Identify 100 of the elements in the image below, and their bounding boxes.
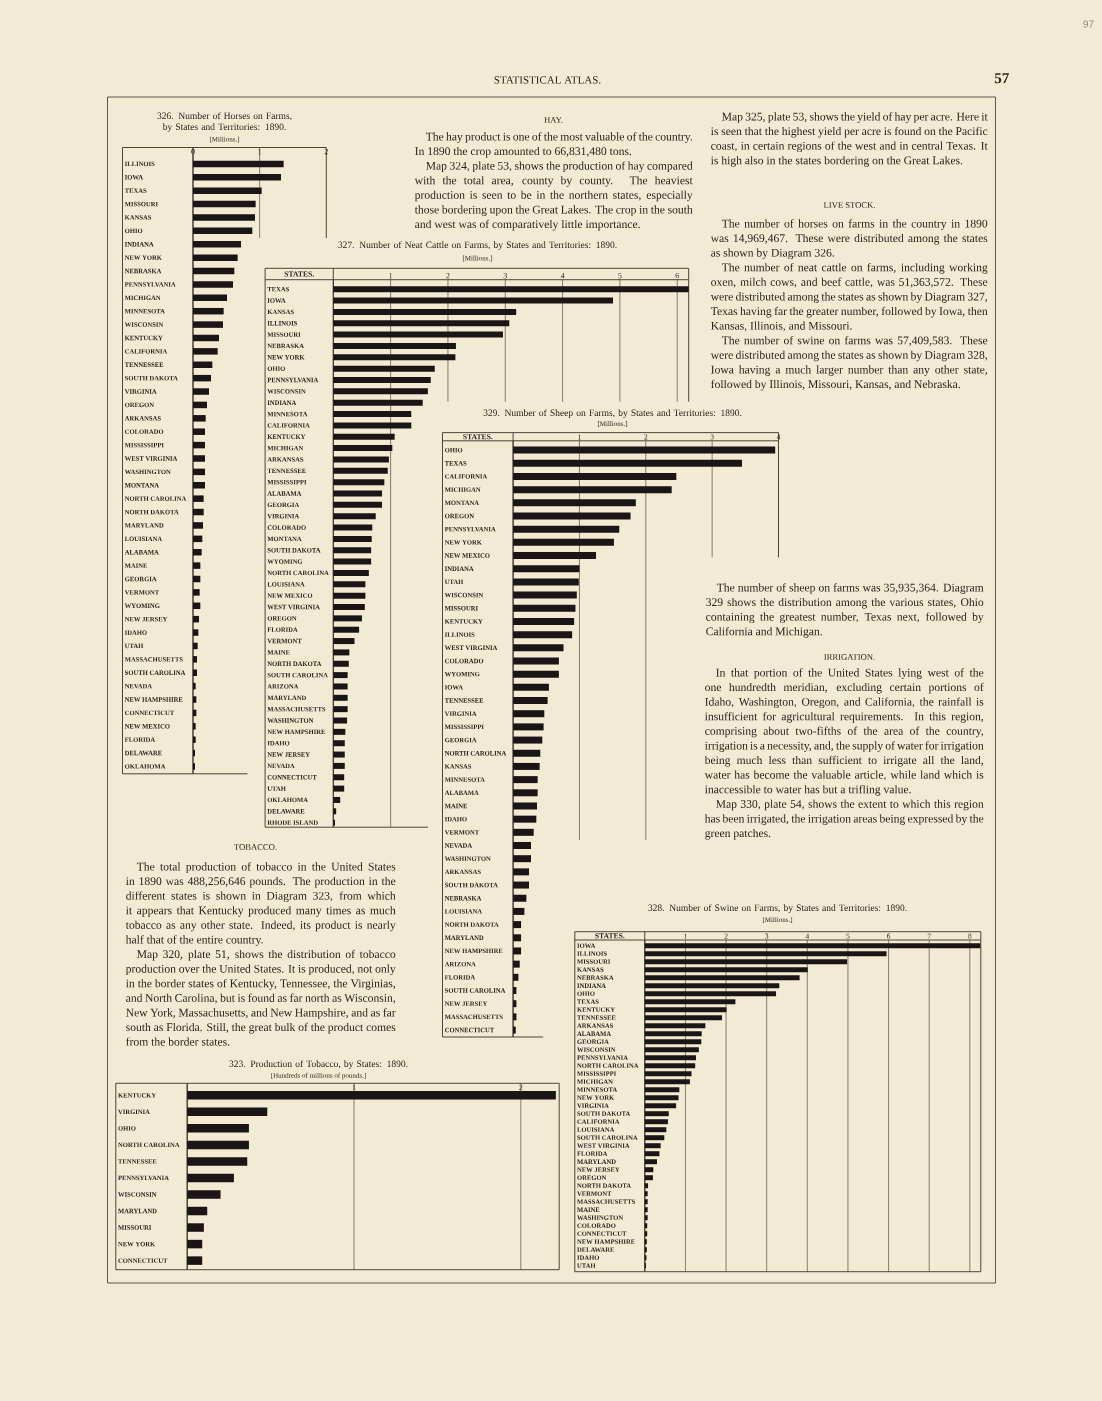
bar [333,808,336,815]
bar [512,855,531,863]
bar [192,267,235,275]
x-tick-label: 6 [675,272,679,279]
bar [512,565,580,573]
bar [644,1135,665,1141]
bar [333,751,345,758]
bar [192,174,281,181]
bar [512,591,577,599]
bar [333,286,689,293]
bar [644,1143,661,1149]
bar [192,669,197,676]
bar [512,947,521,955]
bar [192,281,233,288]
text: IRRIGATION. [823,654,875,660]
bar [512,723,544,731]
bar [644,1095,679,1101]
bar [512,842,531,850]
bar [333,604,365,611]
bar [186,1107,268,1117]
bar [512,446,775,454]
text: The number of swine on farms was 57,409,583. These were distributed among the states as shown by Diagram 328, Iowa having a much larger number than any other state, followed by Illinois, Missouri, Kansas, and Nebraska. [710,336,988,391]
text: Map 325, plate 53, shows the yield of hay per acre. Here it is seen that the highest yield per acre is found on the Pacific coast, in certain regions of the west and in central Texas. It is high also in the states bordering on the Great Lakes. [710,112,988,167]
bar [644,1063,695,1069]
bar [192,388,209,395]
bar [333,740,345,747]
bar [644,1015,722,1021]
bar [186,1223,204,1232]
bar [512,934,521,942]
bar [512,736,543,744]
text: TOBACCO. [233,844,277,850]
bar [192,548,202,556]
bar [333,774,344,781]
bar [644,1111,669,1117]
bar [192,187,262,194]
bar [644,1247,647,1253]
text: The total production of tobacco in the United States in 1890 was 488,256,646 pounds. The production in the different states is shown in Diagram 323, from which it appears that Kentucky produced many times as much tobacco as any other state. Indeed, its product is nearly half that of the entire country. [125,862,396,946]
bar [512,815,537,823]
bar [333,342,456,349]
bar [333,796,340,803]
bar [192,468,205,476]
bar [333,433,395,440]
bar [192,200,256,208]
bar [644,983,780,989]
bar [192,589,200,596]
bar [192,241,241,248]
bar [333,377,431,384]
bar [512,631,572,639]
bar [333,456,389,463]
bar [333,445,393,452]
bar [512,459,742,467]
bar [512,499,636,507]
bar [333,331,503,338]
text: STATISTICAL ATLAS. [494,76,601,84]
bar [333,706,348,713]
bar [512,881,529,889]
bar [333,308,516,315]
bar [333,672,348,679]
bar [192,214,255,221]
bar [192,254,238,261]
bar [192,401,207,409]
x-tick-label: 1 [352,1084,356,1090]
bar [192,656,197,663]
bar [192,441,205,449]
bar [644,1007,727,1013]
bar [644,967,808,973]
text: Map 320, plate 51, shows the distribution of tobacco production over the United States. It is produced, not only in the border states of Kentucky, Tennessee, the Virginias, and North Carolina, but is found as far north as Wisconsin, New York, Massachusetts, and New Hampshire, and as far south as Florida. Still, the great bulk of the product comes from the border states. [125,949,396,1046]
bar [644,1023,706,1029]
bar [192,455,205,462]
bar [333,717,347,724]
bar [186,1256,202,1265]
bar [192,334,219,342]
bar [333,638,355,645]
bar [192,495,204,502]
bar [512,802,537,810]
bar [333,626,359,633]
bar [512,578,579,586]
bar [512,789,538,797]
bar [192,696,197,703]
bar [644,1151,660,1157]
bar [192,307,224,315]
bar [644,959,847,965]
bar [644,951,887,957]
bar [192,642,198,650]
bar [512,973,519,981]
bar [512,697,548,705]
bar [512,1013,517,1021]
bar [512,657,559,665]
bar [186,1157,248,1166]
bar [333,467,388,474]
bar [512,894,527,902]
bar [192,348,218,355]
bar [186,1091,556,1100]
bar [512,525,620,533]
bar [512,552,596,560]
bar [512,1026,516,1034]
bar [333,660,349,667]
bar [512,907,525,915]
bar [644,1119,668,1125]
bar [333,411,412,418]
